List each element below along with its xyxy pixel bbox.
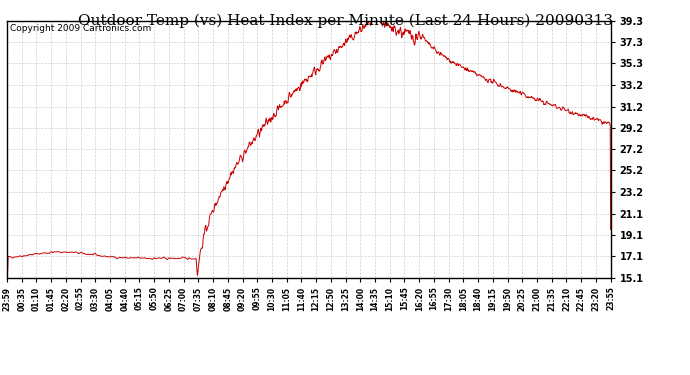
Text: Copyright 2009 Cartronics.com: Copyright 2009 Cartronics.com	[10, 24, 151, 33]
Text: Outdoor Temp (vs) Heat Index per Minute (Last 24 Hours) 20090313: Outdoor Temp (vs) Heat Index per Minute …	[77, 13, 613, 27]
